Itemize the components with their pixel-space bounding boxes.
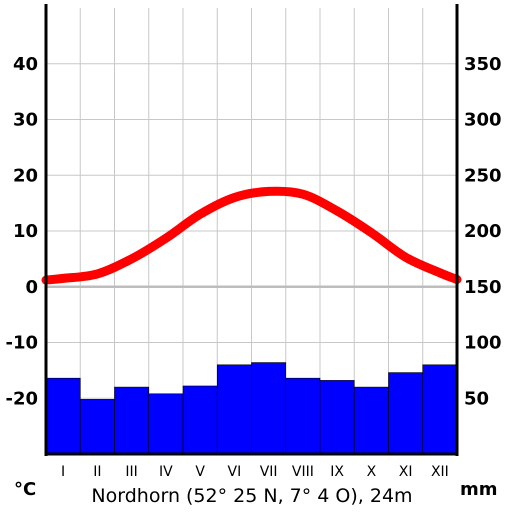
precipitation-tick-label: 200 — [464, 221, 502, 242]
month-label: VIII — [292, 464, 314, 480]
month-label: I — [61, 464, 65, 480]
precipitation-tick-label: 100 — [464, 333, 502, 354]
precipitation-bar — [285, 377, 321, 455]
month-label: V — [195, 464, 205, 480]
temperature-tick-label: -20 — [5, 388, 38, 409]
month-label: IX — [330, 464, 344, 480]
month-label: X — [367, 464, 377, 480]
precipitation-tick-label: 150 — [464, 277, 502, 298]
precipitation-bar — [251, 362, 287, 455]
temperature-tick-labels: -20 -10 0 10 20 30 40 — [5, 54, 38, 410]
precipitation-bar — [148, 393, 184, 455]
temperature-tick-label: 30 — [13, 110, 38, 131]
month-label: VI — [228, 464, 242, 480]
temperature-tick-label: 0 — [25, 277, 38, 298]
precipitation-tick-label: 300 — [464, 110, 502, 131]
precipitation-bar — [422, 364, 458, 455]
axes — [44, 4, 459, 456]
temperature-line — [41, 186, 462, 285]
temperature-unit-label: °C — [14, 479, 36, 500]
month-label: III — [125, 464, 137, 480]
month-label: XII — [431, 464, 449, 480]
precipitation-tick-label: 50 — [464, 388, 489, 409]
precipitation-bar — [79, 399, 115, 455]
month-labels: I II III IV V VI VII VIII IX X XI XII — [61, 464, 449, 480]
precipitation-bars — [45, 362, 458, 455]
precipitation-unit-label: mm — [460, 479, 498, 500]
temperature-tick-label: 20 — [13, 165, 38, 186]
month-label: IV — [159, 464, 173, 480]
precipitation-bar — [182, 385, 218, 455]
chart-title: Nordhorn (52° 25 N, 7° 4 O), 24m — [91, 485, 412, 507]
precipitation-tick-label: 250 — [464, 165, 502, 186]
precipitation-bar — [353, 386, 389, 455]
temperature-tick-label: -10 — [5, 333, 38, 354]
precipitation-bar — [388, 372, 424, 455]
temperature-tick-label: 10 — [13, 221, 38, 242]
month-label: XI — [399, 464, 413, 480]
month-label: II — [93, 464, 101, 480]
precipitation-bar — [319, 380, 355, 455]
precipitation-bar — [114, 386, 150, 455]
precipitation-tick-labels: 50 100 150 200 250 300 350 — [464, 54, 502, 410]
precipitation-bar — [45, 377, 81, 455]
precipitation-bar — [216, 364, 252, 455]
temperature-tick-label: 40 — [13, 54, 38, 75]
month-label: VII — [260, 464, 278, 480]
precipitation-tick-label: 350 — [464, 54, 502, 75]
